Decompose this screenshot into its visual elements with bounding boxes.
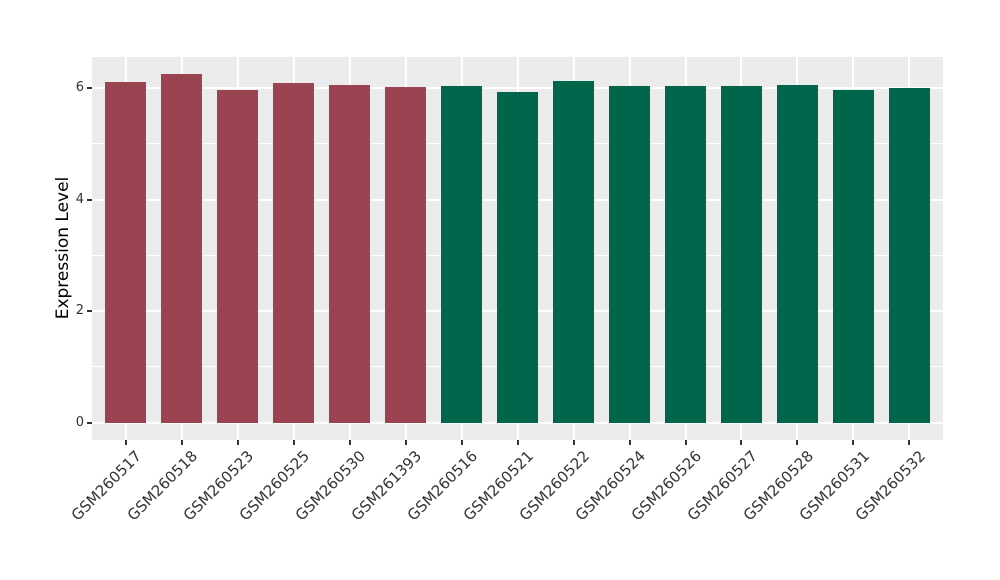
- x-tick-mark-GSM260528: [796, 440, 799, 445]
- x-tick-mark-GSM261393: [404, 440, 407, 445]
- y-tick-mark-2: [87, 310, 92, 313]
- plot-panel: [92, 57, 943, 440]
- y-tick-label-0: 0: [75, 414, 84, 430]
- x-tick-mark-GSM260526: [684, 440, 687, 445]
- bar-GSM260525: [273, 83, 315, 423]
- bar-GSM260527: [720, 86, 762, 423]
- x-tick-mark-GSM260517: [124, 440, 127, 445]
- y-tick-mark-0: [87, 421, 92, 424]
- bar-GSM260526: [665, 86, 706, 423]
- bar-GSM260517: [105, 82, 147, 423]
- y-tick-mark-6: [87, 86, 92, 89]
- bar-GSM260528: [776, 84, 818, 423]
- x-tick-mark-GSM260525: [292, 440, 295, 445]
- bar-GSM260521: [497, 91, 539, 423]
- bar-GSM260532: [888, 87, 930, 423]
- x-tick-mark-GSM260531: [852, 440, 855, 445]
- y-tick-label-6: 6: [75, 79, 84, 95]
- bar-GSM260524: [609, 86, 650, 423]
- y-tick-label-4: 4: [75, 191, 84, 207]
- x-tick-mark-GSM260523: [236, 440, 239, 445]
- x-tick-mark-GSM260521: [516, 440, 519, 445]
- x-tick-mark-GSM260516: [460, 440, 463, 445]
- bar-GSM260516: [441, 86, 483, 423]
- x-tick-mark-GSM260530: [348, 440, 351, 445]
- x-tick-mark-GSM260527: [740, 440, 743, 445]
- bar-GSM260530: [329, 85, 371, 423]
- bar-GSM260531: [832, 90, 874, 423]
- bar-GSM260518: [161, 73, 203, 423]
- x-tick-mark-GSM260532: [908, 440, 911, 445]
- x-tick-mark-GSM260522: [572, 440, 575, 445]
- bar-GSM261393: [385, 87, 427, 423]
- x-tick-mark-GSM260518: [180, 440, 183, 445]
- x-tick-mark-GSM260524: [628, 440, 631, 445]
- y-tick-mark-4: [87, 198, 92, 201]
- bar-GSM260523: [217, 90, 259, 423]
- y-tick-label-2: 2: [75, 303, 84, 319]
- bar-GSM260522: [553, 81, 595, 423]
